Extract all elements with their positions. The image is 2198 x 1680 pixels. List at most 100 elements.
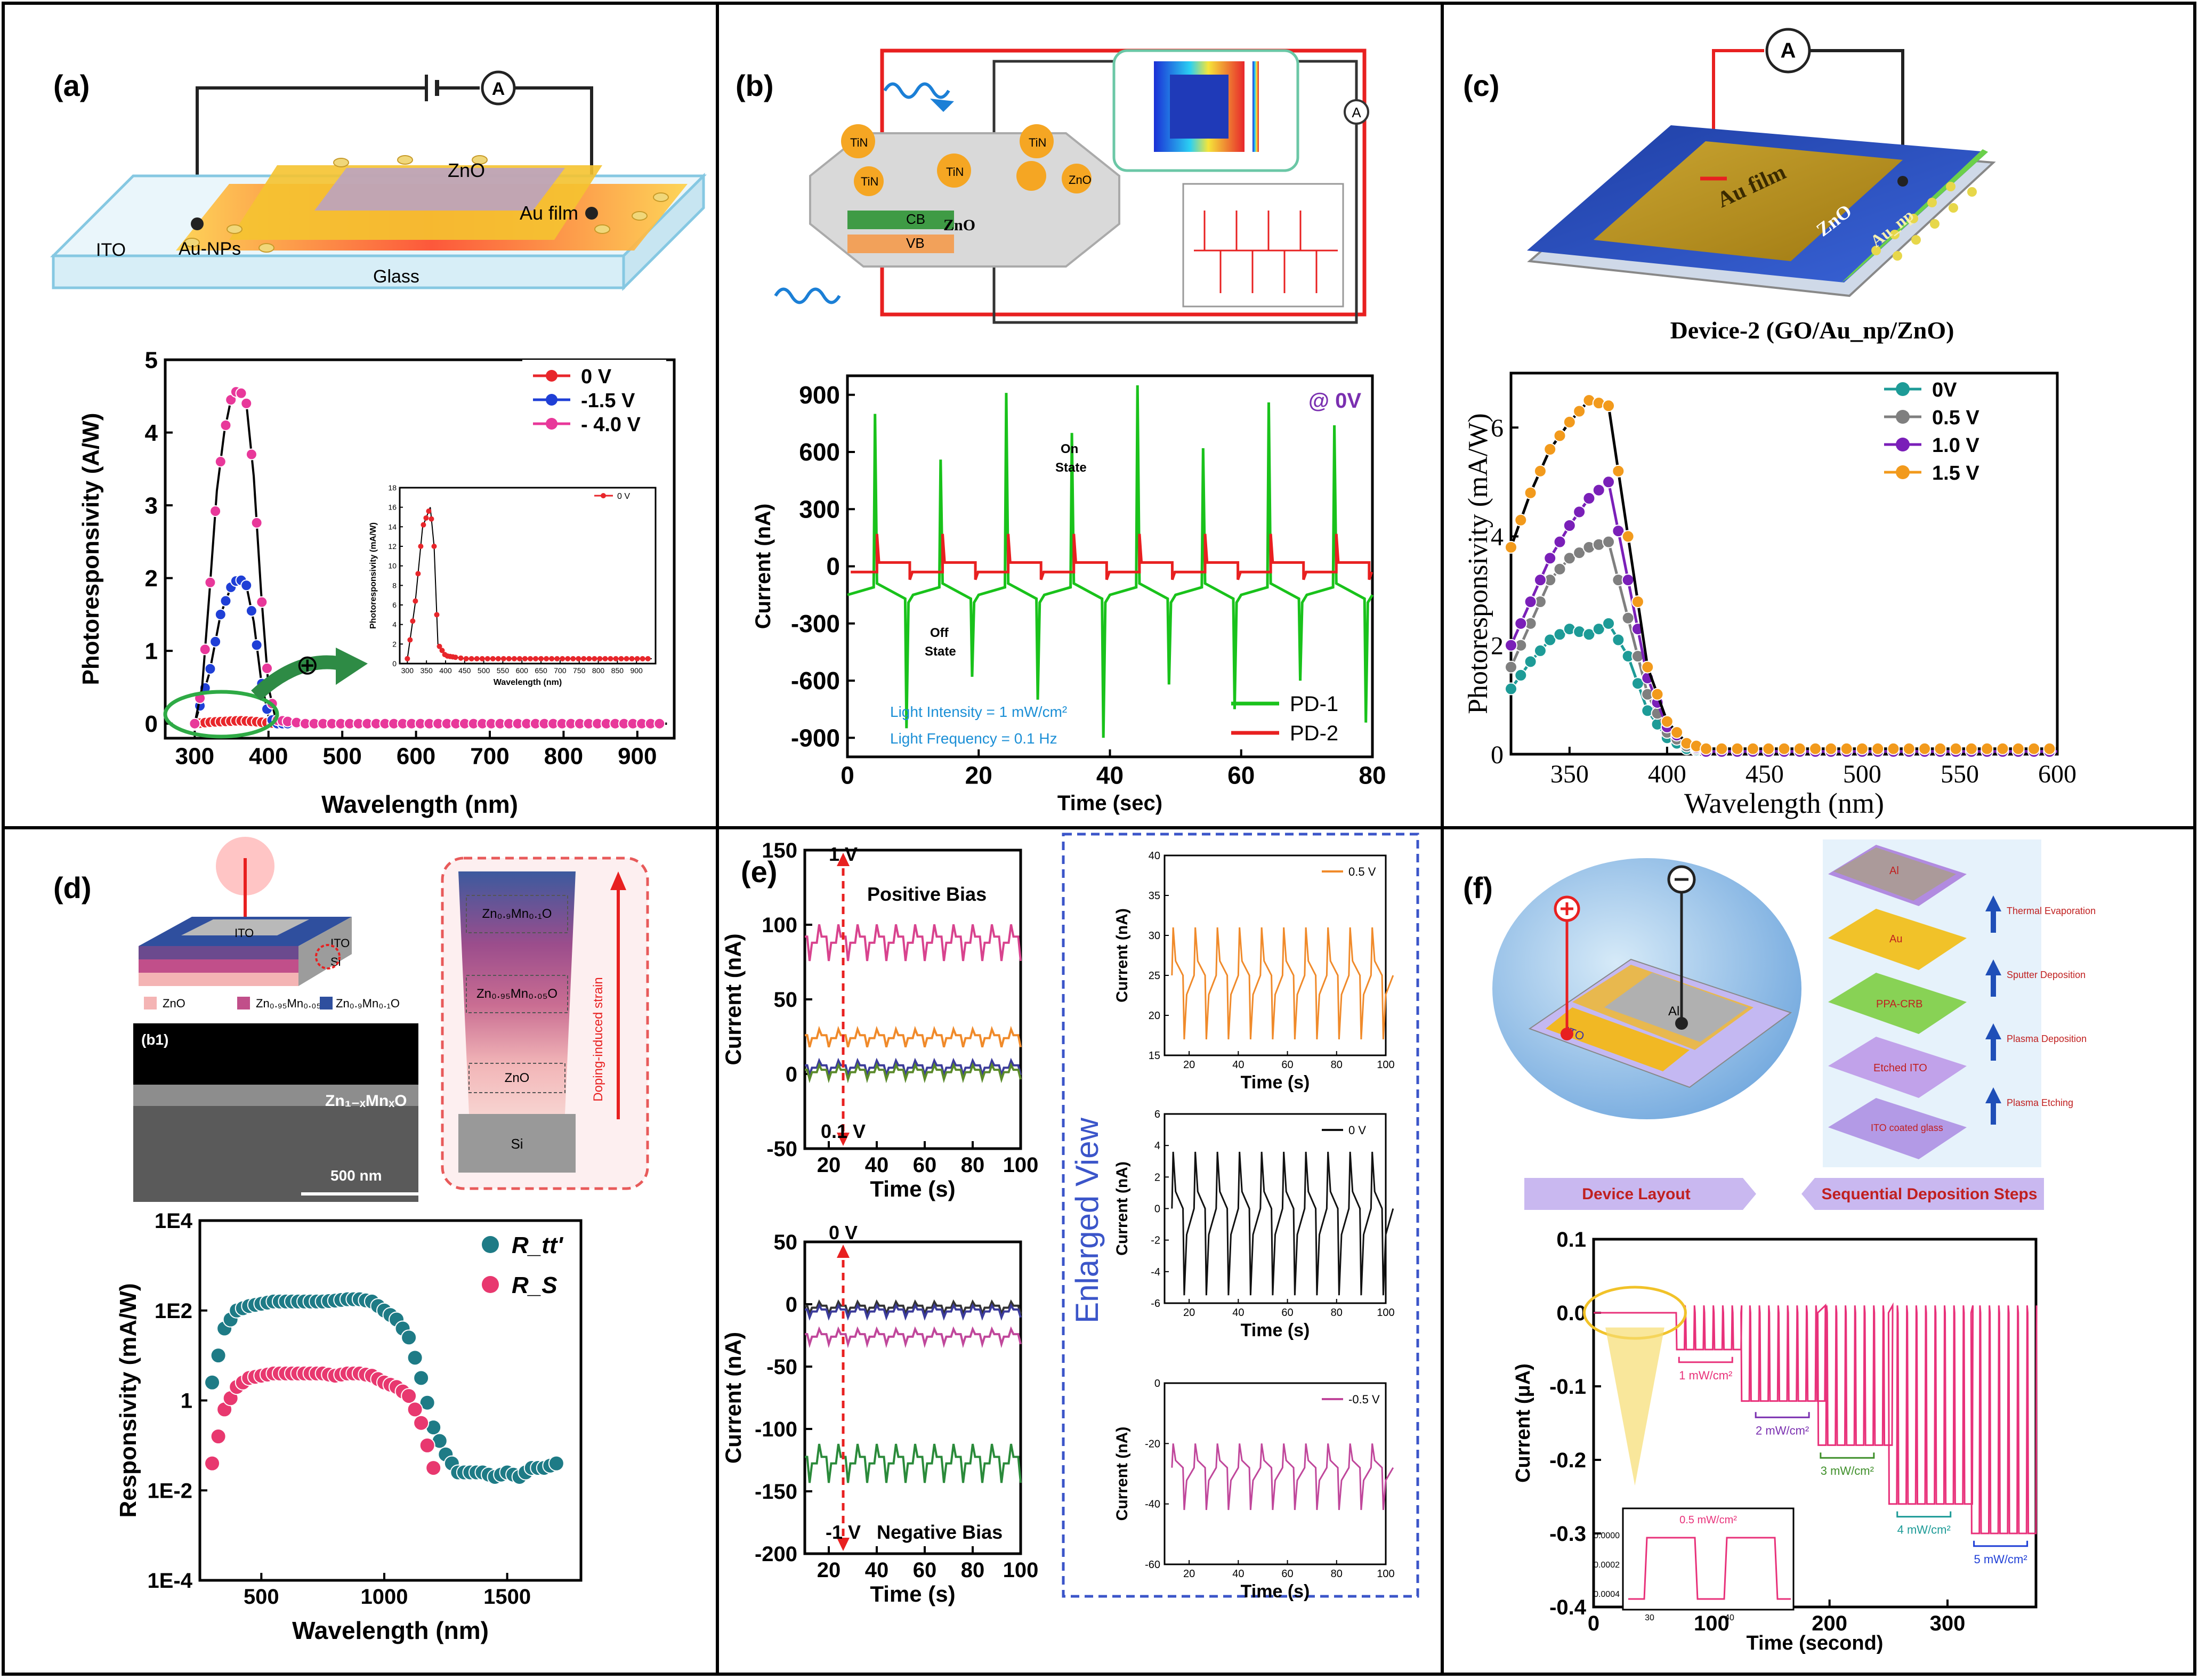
chart-c: 350 400 450 500 550 600 0 2 4 6 Wavelength (nm) Pho… bbox=[1463, 371, 2076, 819]
legend-label: - 4.0 V bbox=[581, 414, 641, 436]
data-point bbox=[250, 516, 263, 529]
panel-d: (d) ITO ITO Si ZnO Zn₀.₉₅Mn₀.₀₅O Zn₀.₉Mn… bbox=[53, 837, 649, 1644]
y-tick-label: -60 bbox=[1145, 1559, 1160, 1571]
data-point-1 bbox=[210, 1428, 227, 1444]
data-point bbox=[1533, 574, 1547, 587]
data-point bbox=[1612, 524, 1625, 538]
off-label: Off bbox=[930, 626, 949, 640]
inset-point bbox=[634, 656, 640, 661]
y-tick-label: -4 bbox=[1151, 1266, 1160, 1278]
x-tick-label: 400 bbox=[439, 666, 452, 675]
x-tick-label: 550 bbox=[1941, 760, 1979, 788]
y-axis-label: Photoresponsivity (mA/W) bbox=[1463, 413, 1493, 714]
data-point bbox=[220, 595, 232, 607]
data-point bbox=[1871, 742, 1885, 755]
data-point bbox=[1621, 611, 1635, 625]
inset-point bbox=[429, 516, 434, 522]
enlarged-view-box bbox=[1062, 833, 1419, 1598]
data-point bbox=[2043, 742, 2056, 755]
y-tick-label: -40 bbox=[1145, 1499, 1160, 1511]
panel-c-schematic: A Au film ZnO Au_np GO bbox=[1527, 28, 1996, 297]
x-axis-label: Time (s) bbox=[870, 1176, 955, 1201]
photocurrent-line bbox=[1594, 1302, 2038, 1534]
inset-point bbox=[452, 655, 458, 660]
y-tick-label: 1 bbox=[145, 639, 158, 665]
inset-point bbox=[405, 656, 410, 661]
zno-label-b: ZnO bbox=[943, 216, 975, 234]
y-tick-label: 50 bbox=[774, 1231, 798, 1254]
strain-si-label: Si bbox=[511, 1136, 523, 1152]
x-axis-label: Wavelength (nm) bbox=[292, 1617, 489, 1644]
x-tick-label: 60 bbox=[1281, 1307, 1293, 1319]
y-tick-label: -6 bbox=[1151, 1298, 1160, 1310]
data-point bbox=[1573, 505, 1586, 519]
y-tick-label: 14 bbox=[388, 522, 397, 531]
inset-series-line bbox=[1171, 1151, 1394, 1296]
tin-label-1: TiN bbox=[850, 136, 868, 149]
y-tick-label: 100 bbox=[762, 914, 797, 937]
inset-point bbox=[618, 656, 624, 661]
inset-point bbox=[516, 656, 522, 661]
data-point bbox=[1544, 552, 1557, 565]
zno-label: ZnO bbox=[448, 159, 485, 181]
x-tick-label: 600 bbox=[397, 743, 435, 769]
positive-bias-label: Positive Bias bbox=[867, 883, 987, 905]
inset-point bbox=[629, 656, 635, 661]
x-tick-label: 650 bbox=[535, 666, 547, 675]
inset-point bbox=[640, 656, 645, 661]
data-point bbox=[1700, 742, 1713, 755]
tin-label-4: TiN bbox=[1029, 136, 1046, 149]
x-tick-label: 1500 bbox=[483, 1585, 531, 1609]
inset-point bbox=[439, 648, 445, 653]
inset-point bbox=[560, 656, 565, 661]
panel-d-label: (d) bbox=[53, 871, 92, 904]
device-layout-label: Device Layout bbox=[1582, 1185, 1690, 1203]
y-tick-label: 0 bbox=[786, 1293, 797, 1316]
x-axis-label: Wavelength (nm) bbox=[321, 790, 518, 818]
y-tick-label: 2 bbox=[1491, 632, 1504, 660]
inset-point bbox=[421, 522, 426, 528]
y-axis-label: Current (nA) bbox=[721, 1332, 746, 1464]
voltage-label: 1 V bbox=[829, 843, 858, 865]
inset-y-tick: 0.0002 bbox=[1594, 1561, 1620, 1570]
zoom-arrow bbox=[251, 655, 343, 701]
inset-y-label: Photoresponsivity (mA/W) bbox=[369, 522, 378, 629]
device-layout-banner bbox=[1524, 1178, 1756, 1210]
sequential-label: Sequential Deposition Steps bbox=[1821, 1185, 2037, 1203]
inset-point bbox=[479, 656, 485, 661]
inset-point bbox=[437, 643, 442, 649]
inset-point bbox=[490, 656, 496, 661]
inset-point bbox=[597, 656, 603, 661]
data-point bbox=[1996, 742, 2009, 755]
y-tick-label: 2 bbox=[392, 640, 397, 648]
y-tick-label: 40 bbox=[1149, 850, 1160, 862]
data-point bbox=[245, 448, 257, 461]
x-tick-label: 350 bbox=[420, 666, 433, 675]
data-point bbox=[1731, 742, 1744, 755]
step-layers bbox=[1828, 845, 1967, 1159]
data-point bbox=[1887, 742, 1900, 755]
y-tick-label: -200 bbox=[755, 1542, 797, 1566]
au-film-label: Au film bbox=[520, 202, 578, 224]
x-tick-label: 1000 bbox=[360, 1585, 408, 1609]
y-axis-label: Current (nA) bbox=[721, 933, 746, 1065]
data-point bbox=[245, 605, 257, 617]
legend-label: 0 V bbox=[1348, 1124, 1366, 1137]
plot-frame bbox=[399, 487, 657, 665]
step-process-0: Thermal Evaporation bbox=[2007, 906, 2096, 916]
inset-frame bbox=[1622, 1507, 1795, 1611]
data-point bbox=[1563, 519, 1576, 532]
data-point bbox=[214, 456, 227, 468]
zno-label-b2: ZnO bbox=[1069, 173, 1092, 187]
inset-bg bbox=[397, 485, 658, 666]
y-tick-label: 1E2 bbox=[155, 1299, 192, 1323]
panel-b: (b) A CB VB ZnO TiN TiN TiN TiN ZnO bbox=[736, 49, 1386, 815]
light-wave-icon bbox=[883, 82, 950, 99]
legend-marker bbox=[546, 370, 557, 382]
data-point bbox=[1514, 668, 1528, 682]
y-tick-label: 4 bbox=[1491, 523, 1504, 551]
x-tick-label: 750 bbox=[573, 666, 586, 675]
x-tick-label: 80 bbox=[1331, 1059, 1343, 1071]
